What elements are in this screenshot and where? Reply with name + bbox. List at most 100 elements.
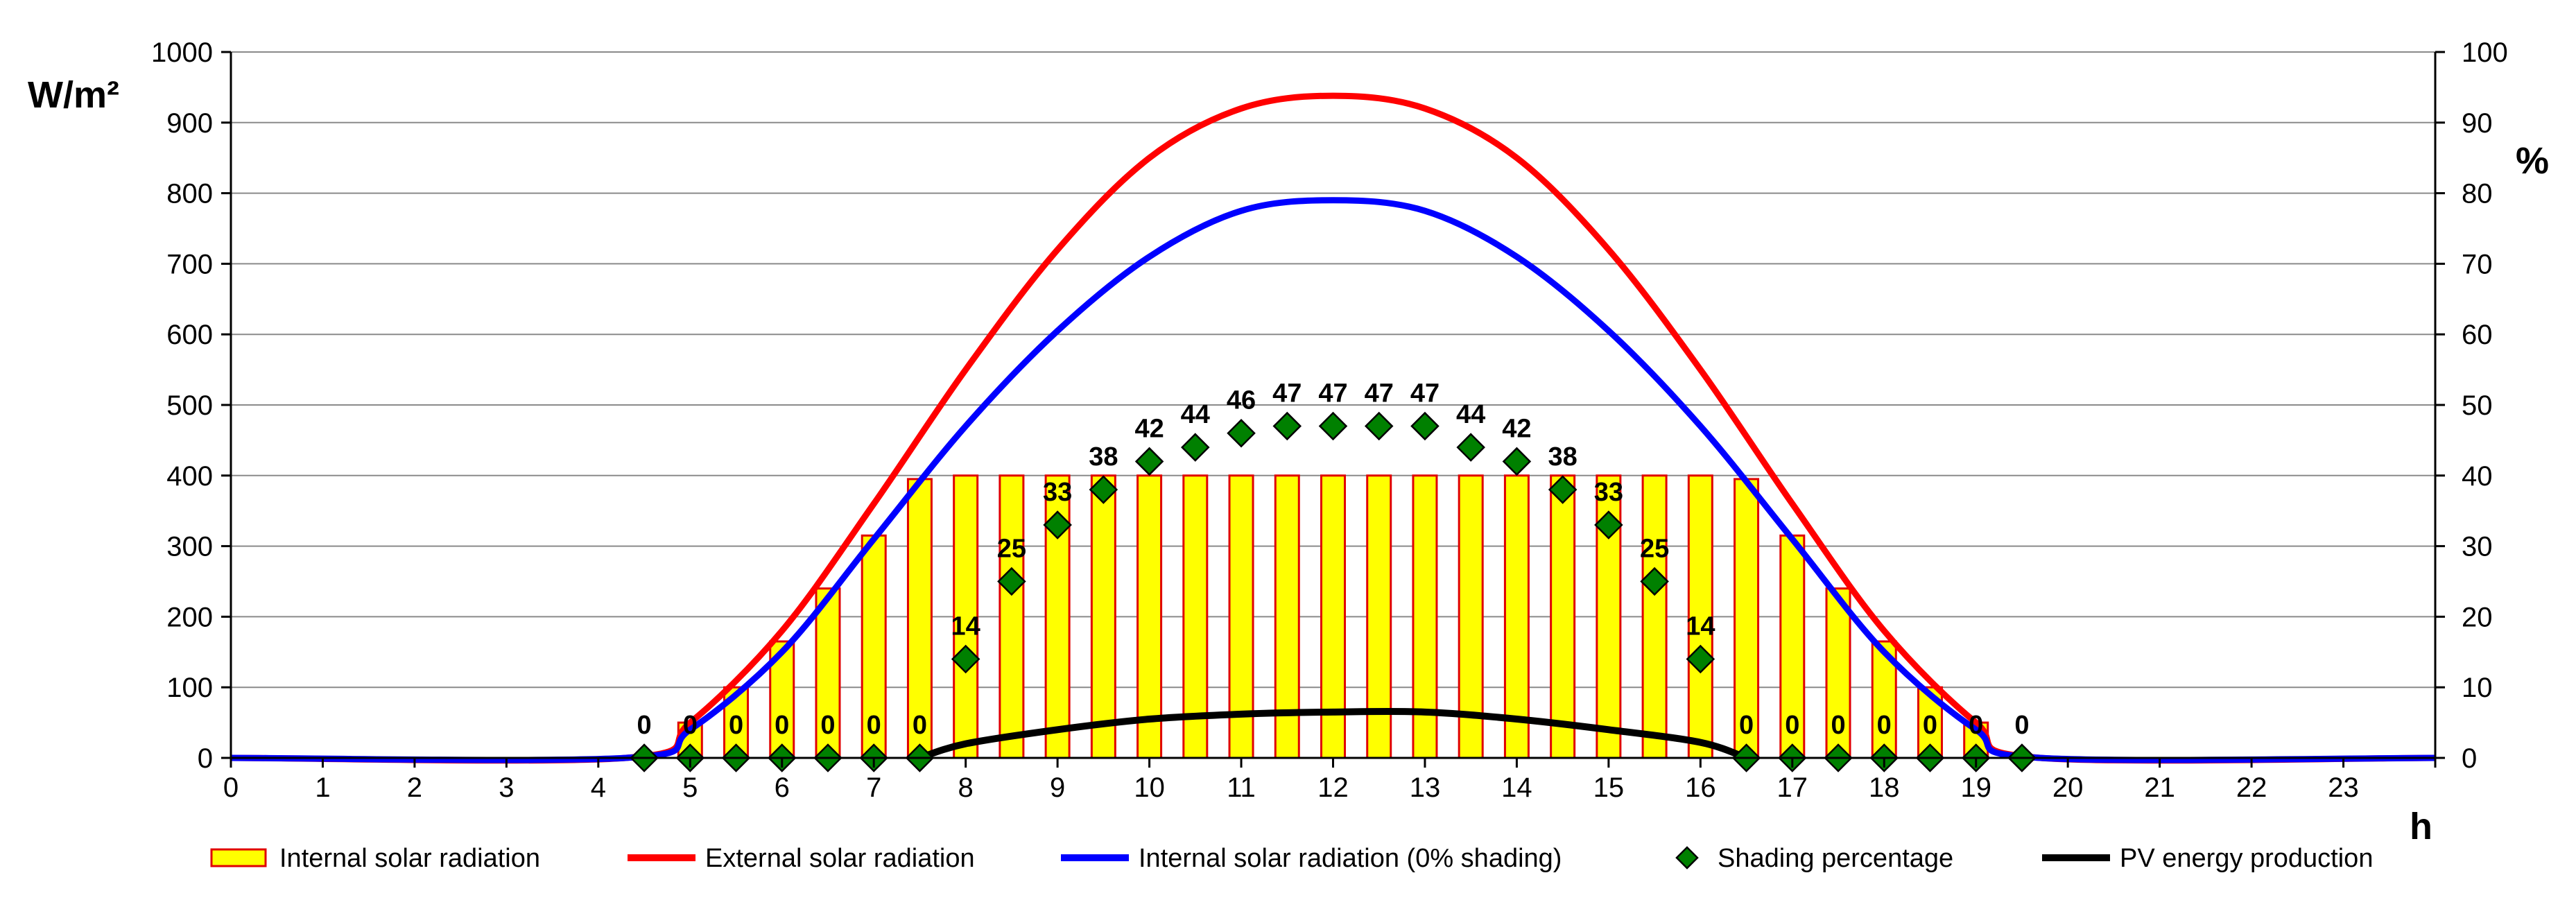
legend: Internal solar radiation External solar r…	[210, 844, 2373, 873]
marker-shading-percentage	[1043, 510, 1072, 539]
y-left-tick-label: 800	[166, 179, 213, 209]
y-right-tick-label: 20	[2462, 602, 2493, 632]
data-label: 47	[1318, 379, 1347, 408]
data-label: 33	[1043, 478, 1072, 507]
x-tick-label: 9	[1050, 772, 1065, 803]
y-left-tick-label: 600	[166, 320, 213, 350]
y-right-tick-label: 70	[2462, 249, 2493, 279]
bar-internal-solar-radiation	[953, 474, 979, 759]
data-label: 0	[913, 711, 927, 740]
marker-shading-percentage	[997, 567, 1026, 596]
data-label: 0	[867, 711, 881, 740]
y-left-tick-label: 700	[166, 249, 213, 279]
marker-shading-percentage	[1318, 411, 1348, 441]
y-left-tick-label: 900	[166, 108, 213, 139]
x-unit-label: h	[2410, 806, 2432, 847]
x-tick-label: 21	[2144, 772, 2175, 803]
data-label: 33	[1594, 478, 1623, 507]
data-label: 44	[1456, 400, 1485, 429]
data-label: 0	[683, 711, 698, 740]
y-right-tick-label: 50	[2462, 390, 2493, 421]
bar-internal-solar-radiation	[1550, 474, 1576, 759]
marker-shading-percentage	[1227, 418, 1256, 448]
y-right-tick-label: 40	[2462, 461, 2493, 492]
marker-shading-percentage	[1134, 447, 1164, 476]
x-tick-label: 2	[407, 772, 422, 803]
bar-internal-solar-radiation	[815, 587, 841, 759]
data-label: 0	[1785, 711, 1799, 740]
y-left-tick-label: 400	[166, 461, 213, 492]
x-tick-label: 11	[1227, 772, 1256, 803]
x-tick-label: 1	[315, 772, 330, 803]
marker-shading-percentage	[1502, 447, 1532, 476]
x-tick-label: 13	[1410, 772, 1441, 803]
grid-lines	[231, 51, 2435, 689]
data-label: 0	[775, 711, 789, 740]
axes: 0100200300400500600700800900100001020304…	[28, 37, 2549, 847]
x-tick-label: 0	[223, 772, 239, 803]
y-right-tick-label: 80	[2462, 179, 2493, 209]
bar-internal-solar-radiation	[1366, 474, 1392, 759]
bar-internal-solar-radiation	[1779, 534, 1806, 759]
y-right-tick-label: 30	[2462, 532, 2493, 562]
x-tick-label: 5	[682, 772, 698, 803]
series-lines	[230, 92, 2436, 764]
x-tick-label: 7	[866, 772, 881, 803]
legend-label: PV energy production	[2120, 844, 2373, 873]
marker-shading-percentage	[1686, 644, 1715, 674]
y-right-tick-label: 100	[2462, 37, 2508, 68]
bar-internal-solar-radiation	[1182, 474, 1209, 759]
line-internal-solar-radiation-0-shading	[230, 197, 2436, 763]
legend-item: PV energy production	[2042, 844, 2373, 873]
x-tick-label: 23	[2328, 772, 2359, 803]
legend-item: Internal solar radiation	[210, 844, 540, 873]
data-label: 47	[1272, 379, 1302, 408]
y-left-tick-label: 500	[166, 390, 213, 421]
marker-shading-percentage	[951, 644, 980, 674]
marker-shading-percentage	[1272, 411, 1302, 441]
data-label: 38	[1089, 442, 1118, 472]
data-label: 0	[1739, 711, 1754, 740]
data-label: 47	[1410, 379, 1440, 408]
y-left-tick-label: 0	[198, 743, 213, 774]
legend-label: Internal solar radiation (0% shading)	[1139, 844, 1562, 873]
data-label: 42	[1134, 414, 1164, 443]
x-tick-label: 19	[1960, 772, 1991, 803]
legend-item: Internal solar radiation (0% shading)	[1061, 844, 1562, 873]
data-label: 14	[1686, 612, 1715, 641]
marker-shading-percentage	[1594, 510, 1623, 539]
data-label: 42	[1502, 414, 1531, 443]
y-left-tick-label: 200	[166, 602, 213, 632]
data-labels: 0 0 0 0 0 0 0 14 25 33 38 42 44 46 47 47 47 47 44 42 38 33 25 1…	[637, 379, 2029, 740]
y-left-unit-label: W/m²	[28, 74, 119, 116]
marker-shading-percentage	[1089, 475, 1118, 504]
y-left-tick-label: 300	[166, 532, 213, 562]
x-tick-label: 10	[1134, 772, 1165, 803]
data-label: 14	[951, 612, 980, 641]
y-right-tick-label: 60	[2462, 320, 2493, 350]
x-tick-label: 22	[2236, 772, 2267, 803]
legend-swatch	[210, 848, 267, 867]
data-label: 25	[1640, 535, 1669, 564]
marker-shading-percentage	[1364, 411, 1394, 441]
x-tick-label: 12	[1317, 772, 1349, 803]
legend-swatch	[1675, 846, 1699, 870]
bar-internal-solar-radiation	[1458, 474, 1484, 759]
data-label: 0	[637, 711, 651, 740]
x-tick-label: 17	[1777, 772, 1808, 803]
legend-label: Internal solar radiation	[279, 844, 540, 873]
legend-item: External solar radiation	[628, 844, 975, 873]
legend-item: Shading percentage	[1675, 844, 1953, 873]
marker-shading-percentage	[1548, 475, 1577, 504]
y-left-tick-label: 100	[166, 673, 213, 703]
data-label: 25	[997, 535, 1026, 564]
y-left-tick-label: 1000	[151, 37, 213, 68]
x-tick-label: 6	[775, 772, 790, 803]
data-label: 0	[1969, 711, 1983, 740]
bar-internal-solar-radiation	[1641, 474, 1668, 759]
y-right-tick-label: 90	[2462, 108, 2493, 139]
data-label: 0	[1923, 711, 1937, 740]
x-tick-label: 16	[1685, 772, 1716, 803]
x-tick-label: 3	[499, 772, 514, 803]
